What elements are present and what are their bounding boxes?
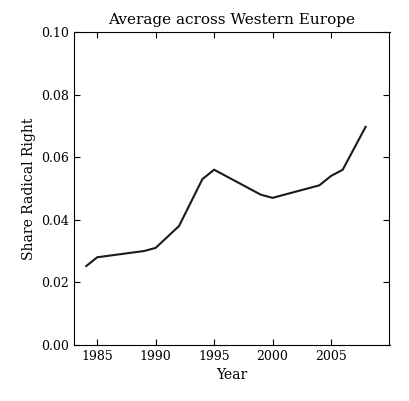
Y-axis label: Share Radical Right: Share Radical Right [21,117,36,260]
X-axis label: Year: Year [216,368,247,382]
Title: Average across Western Europe: Average across Western Europe [108,13,354,27]
